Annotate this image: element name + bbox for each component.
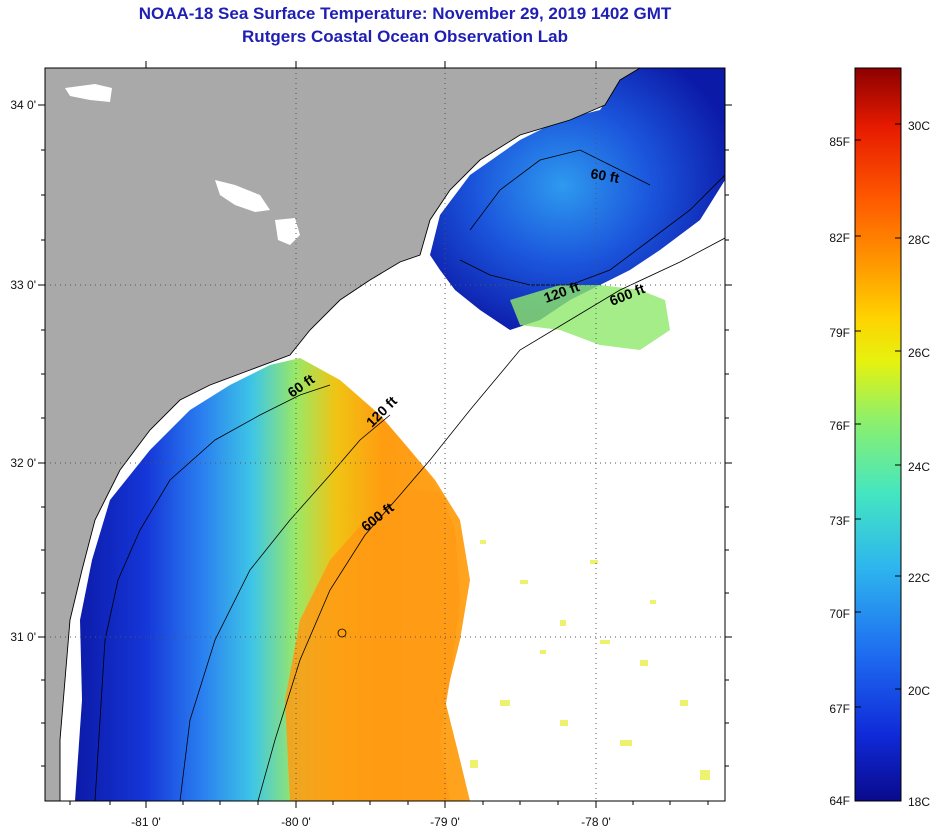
isobath-label-60ft-north: 60 ft bbox=[589, 165, 620, 186]
sst-warm-core bbox=[285, 490, 460, 801]
cbar-c-22: 22C bbox=[908, 571, 930, 585]
lon-label-79: -79 0' bbox=[430, 815, 460, 829]
coastline bbox=[59, 68, 641, 801]
cbar-f-76: 76F bbox=[829, 419, 850, 433]
lat-label-34: 34 0' bbox=[10, 98, 36, 112]
sst-plume-northeast bbox=[510, 285, 670, 350]
map-border bbox=[44, 67, 726, 802]
cbar-c-28: 28C bbox=[908, 233, 930, 247]
map-subtitle: Rutgers Coastal Ocean Observation Lab bbox=[242, 27, 568, 46]
isobath-120ft-north bbox=[459, 174, 725, 286]
lat-label-32: 32 0' bbox=[10, 456, 36, 470]
cbar-f-73: 73F bbox=[829, 514, 850, 528]
inland-lake bbox=[275, 218, 300, 245]
sst-scatter-offshore bbox=[470, 540, 710, 780]
lon-label-81: -81 0' bbox=[131, 815, 161, 829]
cbar-f-67: 67F bbox=[829, 702, 850, 716]
isobath-600ft-south bbox=[257, 237, 725, 801]
cbar-f-79: 79F bbox=[829, 326, 850, 340]
cbar-f-64: 64F bbox=[829, 794, 850, 808]
axis-ticks bbox=[38, 61, 732, 808]
land-mass bbox=[45, 68, 640, 801]
map-title: NOAA-18 Sea Surface Temperature: Novembe… bbox=[138, 4, 672, 23]
isobath-60ft-north bbox=[469, 149, 651, 231]
sst-field-northeast bbox=[430, 68, 725, 330]
lat-label-33: 33 0' bbox=[10, 278, 36, 292]
isobath-60ft-south bbox=[94, 384, 331, 801]
cbar-c-26: 26C bbox=[908, 346, 930, 360]
lat-label-31: 31 0' bbox=[10, 630, 36, 644]
bathymetry-loop bbox=[337, 628, 347, 638]
cbar-f-85: 85F bbox=[829, 135, 850, 149]
graticule bbox=[45, 68, 725, 801]
cbar-c-18: 18C bbox=[908, 795, 930, 809]
cbar-f-82: 82F bbox=[829, 231, 850, 245]
lon-label-80: -80 0' bbox=[281, 815, 311, 829]
cbar-c-20: 20C bbox=[908, 684, 930, 698]
cbar-c-24: 24C bbox=[908, 460, 930, 474]
colorbar bbox=[854, 67, 902, 802]
lon-label-78: -78 0' bbox=[581, 815, 611, 829]
isobath-120ft-south bbox=[179, 414, 391, 801]
inland-water-north bbox=[65, 84, 112, 102]
cbar-c-30: 30C bbox=[908, 119, 930, 133]
inland-water bbox=[215, 180, 270, 212]
cbar-f-70: 70F bbox=[829, 607, 850, 621]
colorbar-ticks bbox=[855, 123, 901, 708]
